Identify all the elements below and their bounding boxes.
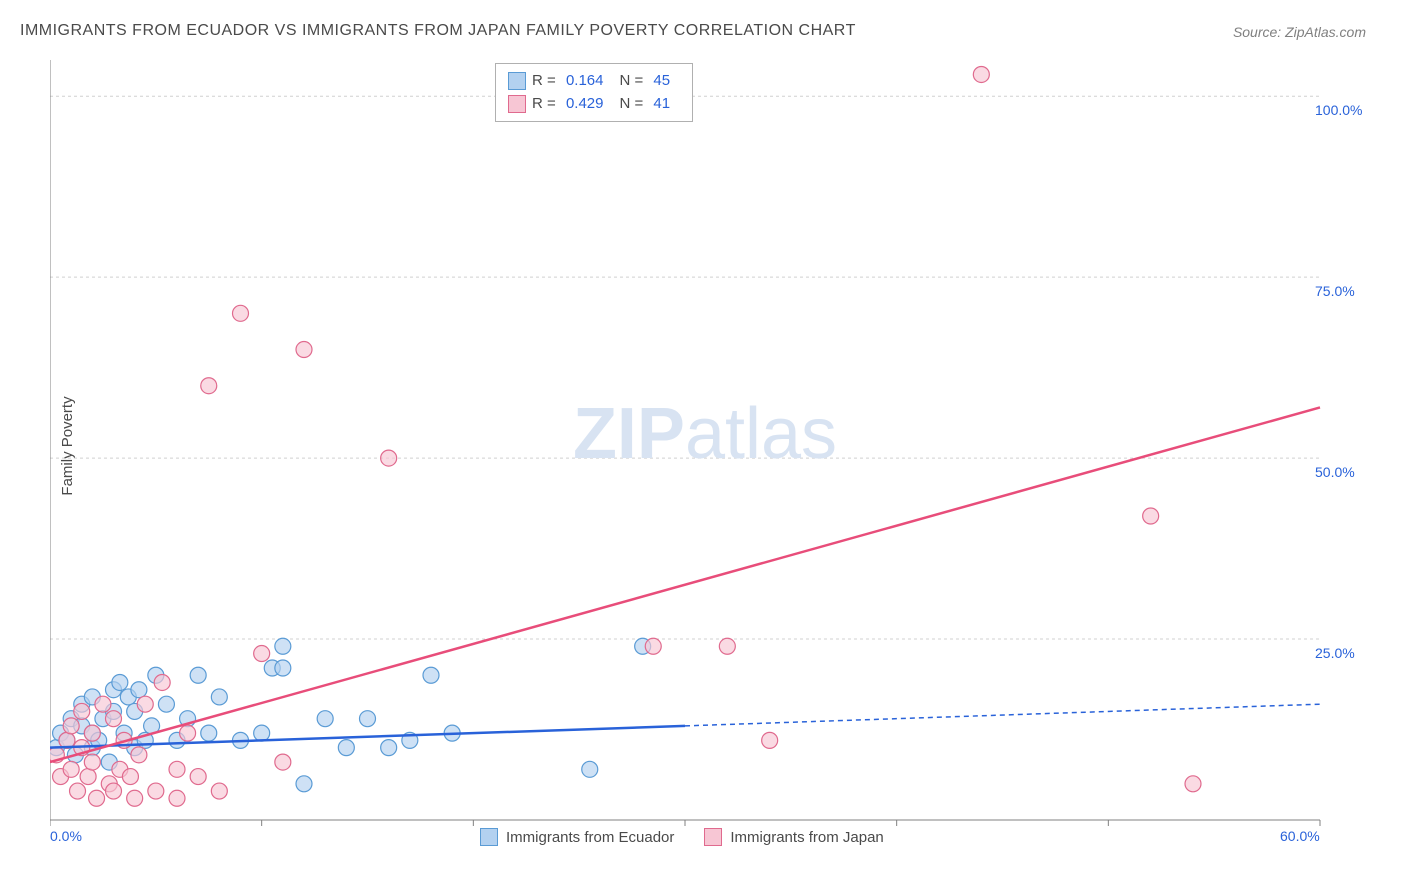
legend-series-label: Immigrants from Ecuador xyxy=(506,829,674,846)
n-value: 41 xyxy=(653,93,670,116)
legend-stat-row: R = 0.429 N = 41 xyxy=(508,93,680,116)
legend-series-label: Immigrants from Japan xyxy=(730,829,883,846)
legend-series-item: Immigrants from Japan xyxy=(704,828,883,846)
y-tick-label: 50.0% xyxy=(1315,464,1355,480)
series-legend: Immigrants from Ecuador Immigrants from J… xyxy=(480,828,884,846)
scatter-chart-svg xyxy=(50,60,1360,840)
r-value: 0.429 xyxy=(566,93,604,116)
legend-series-item: Immigrants from Ecuador xyxy=(480,828,674,846)
chart-title: IMMIGRANTS FROM ECUADOR VS IMMIGRANTS FR… xyxy=(20,22,856,40)
n-value: 45 xyxy=(653,70,670,93)
chart-area: ZIPatlas R = 0.164N = 45R = 0.429N = 41 … xyxy=(50,60,1360,840)
source-attribution: Source: ZipAtlas.com xyxy=(1233,24,1366,40)
legend-swatch xyxy=(508,95,526,113)
y-tick-label: 25.0% xyxy=(1315,645,1355,661)
correlation-legend: R = 0.164 N = 45 R = 0.429 N = 41 xyxy=(495,63,693,122)
legend-swatch xyxy=(480,828,498,846)
n-label: N = xyxy=(619,70,647,93)
r-label: R = xyxy=(532,70,560,93)
x-tick-label: 0.0% xyxy=(50,828,82,844)
r-label: R = xyxy=(532,93,560,116)
n-label: N = xyxy=(619,93,647,116)
legend-swatch xyxy=(704,828,722,846)
x-tick-label: 60.0% xyxy=(1280,828,1320,844)
r-value: 0.164 xyxy=(566,70,604,93)
legend-swatch xyxy=(508,72,526,90)
legend-stat-row: R = 0.164 N = 45 xyxy=(508,70,680,93)
y-tick-label: 75.0% xyxy=(1315,283,1355,299)
y-tick-label: 100.0% xyxy=(1315,102,1362,118)
